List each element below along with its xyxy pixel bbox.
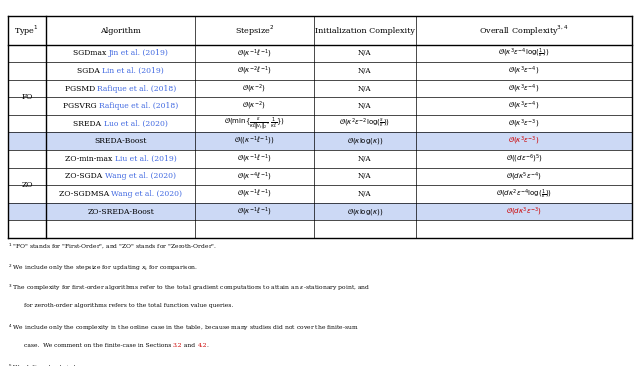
Text: Lin et al. (2019): Lin et al. (2019) [102, 67, 164, 75]
Text: N/A: N/A [358, 155, 372, 163]
Text: SGDmax: SGDmax [73, 49, 109, 57]
Text: N/A: N/A [358, 49, 372, 57]
Text: $\mathcal{O}(\kappa^{-2}\ell^{-1})$: $\mathcal{O}(\kappa^{-2}\ell^{-1})$ [237, 65, 272, 77]
Text: ZO: ZO [21, 181, 33, 189]
Text: PGSMD: PGSMD [65, 85, 97, 93]
Text: Luo et al. (2020): Luo et al. (2020) [104, 120, 168, 128]
Text: Overall Complexity$^{3,4}$: Overall Complexity$^{3,4}$ [479, 23, 569, 38]
Text: $\mathcal{O}(\kappa\log(\kappa))$: $\mathcal{O}(\kappa\log(\kappa))$ [347, 206, 383, 217]
Text: .: . [207, 343, 209, 348]
Text: 3.2: 3.2 [173, 343, 182, 348]
Text: $\mathcal{O}(\kappa^{-2})$: $\mathcal{O}(\kappa^{-2})$ [243, 100, 266, 112]
Text: $\mathcal{O}(\kappa^3\epsilon^{-4})$: $\mathcal{O}(\kappa^3\epsilon^{-4})$ [508, 82, 540, 95]
Text: ZO-min-max: ZO-min-max [65, 155, 115, 163]
Text: $\mathcal{O}(\kappa^3\epsilon^{-4})$: $\mathcal{O}(\kappa^3\epsilon^{-4})$ [508, 65, 540, 77]
Text: Jin et al. (2019): Jin et al. (2019) [109, 49, 168, 57]
Text: $^5$ We define $d = d_1 + d_2$.: $^5$ We define $d = d_1 + d_2$. [8, 363, 80, 366]
Text: N/A: N/A [358, 85, 372, 93]
Text: $\mathcal{O}(\kappa^{-1}\ell^{-1})$: $\mathcal{O}(\kappa^{-1}\ell^{-1})$ [237, 205, 272, 218]
Text: $^3$ The complexity for first-order algorithms refer to the total gradient compu: $^3$ The complexity for first-order algo… [8, 283, 370, 293]
Text: Wang et al. (2020): Wang et al. (2020) [105, 172, 176, 180]
Text: SREDA: SREDA [74, 120, 104, 128]
Text: Algorithm: Algorithm [100, 27, 141, 34]
Text: $\mathcal{O}(\kappa\log(\kappa))$: $\mathcal{O}(\kappa\log(\kappa))$ [347, 136, 383, 146]
Text: and: and [182, 343, 197, 348]
Text: SREDA-Boost: SREDA-Boost [95, 137, 147, 145]
Text: PGSVRG: PGSVRG [63, 102, 99, 110]
Text: case.  We comment on the finite-case in Sections: case. We comment on the finite-case in S… [24, 343, 173, 348]
Text: $\mathcal{O}(\kappa^{-1}\ell^{-1})$: $\mathcal{O}(\kappa^{-1}\ell^{-1})$ [237, 188, 272, 200]
Text: SGDA: SGDA [77, 67, 102, 75]
Text: for zeroth-order algorithms refers to the total function value queries.: for zeroth-order algorithms refers to th… [24, 303, 233, 308]
Text: $\mathcal{O}(\kappa^{-2})$: $\mathcal{O}(\kappa^{-2})$ [243, 82, 266, 95]
Text: Stepsize$^2$: Stepsize$^2$ [235, 23, 274, 38]
Text: $^2$ We include only the stepsize for updating $x_t$ for comparison.: $^2$ We include only the stepsize for up… [8, 262, 198, 273]
Text: $\mathcal{O}(\kappa^3\epsilon^{-4})$: $\mathcal{O}(\kappa^3\epsilon^{-4})$ [508, 100, 540, 112]
Text: $\mathcal{O}(\kappa^3\epsilon^{-3})$: $\mathcal{O}(\kappa^3\epsilon^{-3})$ [508, 117, 540, 130]
Text: Type$^1$: Type$^1$ [15, 23, 39, 38]
Text: ZO-SGDMSA: ZO-SGDMSA [59, 190, 111, 198]
Text: $^1$ "FO" stands for "First-Order", and "ZO" stands for "Zeroth-Order".: $^1$ "FO" stands for "First-Order", and … [8, 242, 217, 251]
Text: 4.2: 4.2 [197, 343, 207, 348]
Text: Liu et al. (2019): Liu et al. (2019) [115, 155, 177, 163]
Text: $\mathcal{O}(d\kappa^2\epsilon^{-4}\log(\frac{1}{\epsilon}))$: $\mathcal{O}(d\kappa^2\epsilon^{-4}\log(… [496, 187, 552, 201]
Text: N/A: N/A [358, 102, 372, 110]
Text: $^4$ We include only the complexity in the online case in the table, because man: $^4$ We include only the complexity in t… [8, 323, 358, 333]
Text: $\mathcal{O}((\kappa^{-1}\ell^{-1}))$: $\mathcal{O}((\kappa^{-1}\ell^{-1}))$ [234, 135, 275, 147]
Text: Rafique et al. (2018): Rafique et al. (2018) [99, 102, 179, 110]
Text: $\mathcal{O}(d\kappa^5\epsilon^{-4})$: $\mathcal{O}(d\kappa^5\epsilon^{-4})$ [506, 170, 542, 183]
Text: ZO-SGDA: ZO-SGDA [65, 172, 105, 180]
Text: FO: FO [21, 93, 33, 101]
Text: $\mathcal{O}(\kappa^2\epsilon^{-2}\log(\frac{s}{\epsilon}))$: $\mathcal{O}(\kappa^2\epsilon^{-2}\log(\… [339, 117, 390, 130]
Text: ZO-SREDA-Boost: ZO-SREDA-Boost [87, 208, 154, 216]
Text: N/A: N/A [358, 67, 372, 75]
Text: $\mathcal{O}(\kappa^3\epsilon^{-3})$: $\mathcal{O}(\kappa^3\epsilon^{-3})$ [508, 135, 540, 147]
Text: N/A: N/A [358, 172, 372, 180]
Text: Wang et al. (2020): Wang et al. (2020) [111, 190, 182, 198]
Text: $\mathcal{O}((d\epsilon^{-6})^5)$: $\mathcal{O}((d\epsilon^{-6})^5)$ [506, 153, 543, 165]
Text: $\mathcal{O}(\kappa^{-1}\ell^{-1})$: $\mathcal{O}(\kappa^{-1}\ell^{-1})$ [237, 47, 272, 60]
Text: $\mathcal{O}(\kappa^{-4}\ell^{-1})$: $\mathcal{O}(\kappa^{-4}\ell^{-1})$ [237, 170, 272, 183]
Text: N/A: N/A [358, 190, 372, 198]
Text: $\mathcal{O}(\min\{\frac{\epsilon}{\kappa\ell\|v_t\|_2},\frac{1}{\kappa\ell}\})$: $\mathcal{O}(\min\{\frac{\epsilon}{\kapp… [224, 115, 285, 132]
Text: $\mathcal{O}(d\kappa^3\epsilon^{-3})$: $\mathcal{O}(d\kappa^3\epsilon^{-3})$ [506, 205, 542, 218]
Text: $\mathcal{O}(\kappa^3\epsilon^{-4}\log(\frac{1}{\epsilon}))$: $\mathcal{O}(\kappa^3\epsilon^{-4}\log(\… [499, 47, 550, 60]
Text: Initialization Complexity: Initialization Complexity [315, 27, 415, 34]
Bar [8, 132, 632, 150]
Text: Rafique et al. (2018): Rafique et al. (2018) [97, 85, 177, 93]
Bar [8, 203, 632, 220]
Text: $\mathcal{O}(\kappa^{-1}\ell^{-1})$: $\mathcal{O}(\kappa^{-1}\ell^{-1})$ [237, 153, 272, 165]
